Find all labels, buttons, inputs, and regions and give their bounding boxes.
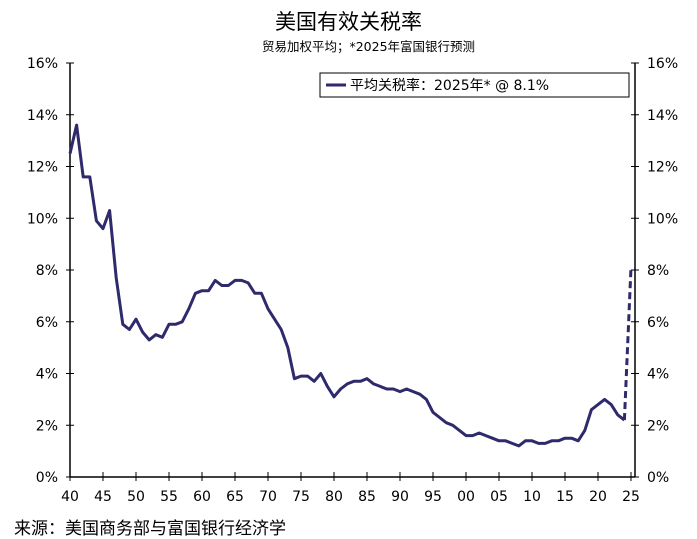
y-tick-label-left: 14%	[27, 108, 58, 124]
y-tick-label-left: 10%	[27, 211, 58, 227]
y-tick-label-left: 6%	[36, 315, 58, 331]
x-tick-label: 20	[589, 489, 607, 505]
y-tick-label-left: 2%	[36, 418, 58, 434]
y-tick-label-left: 8%	[36, 263, 58, 279]
y-tick-label-right: 6%	[647, 315, 669, 331]
x-tick-label: 70	[259, 489, 277, 505]
x-tick-label: 90	[391, 489, 409, 505]
y-tick-label-right: 14%	[647, 108, 678, 124]
x-tick-label: 50	[127, 489, 145, 505]
x-tick-label: 55	[160, 489, 178, 505]
legend-label: 平均关税率：2025年* @ 8.1%	[350, 77, 549, 94]
y-tick-label-right: 2%	[647, 418, 669, 434]
x-tick-label: 45	[94, 489, 112, 505]
x-tick-label: 15	[556, 489, 574, 505]
y-tick-label-left: 0%	[36, 470, 58, 486]
x-tick-label: 95	[424, 489, 442, 505]
y-tick-label-left: 4%	[36, 367, 58, 383]
x-tick-label: 85	[358, 489, 376, 505]
x-tick-label: 00	[457, 489, 475, 505]
x-tick-label: 60	[193, 489, 211, 505]
y-tick-label-right: 12%	[647, 160, 678, 176]
y-tick-label-left: 12%	[27, 160, 58, 176]
y-tick-label-right: 8%	[647, 263, 669, 279]
source-note: 来源：美国商务部与富国银行经济学	[14, 514, 286, 539]
y-tick-label-right: 4%	[647, 367, 669, 383]
y-tick-label-right: 0%	[647, 470, 669, 486]
x-tick-label: 65	[226, 489, 244, 505]
x-tick-label: 25	[622, 489, 640, 505]
x-tick-label: 10	[523, 489, 541, 505]
y-tick-label-right: 16%	[647, 56, 678, 72]
x-tick-label: 05	[490, 489, 508, 505]
y-tick-label-right: 10%	[647, 211, 678, 227]
y-tick-label-left: 16%	[27, 56, 58, 72]
x-tick-label: 40	[61, 489, 79, 505]
forecast-line	[624, 267, 631, 420]
x-tick-label: 80	[325, 489, 343, 505]
tariff-rate-line	[70, 125, 624, 446]
x-tick-label: 75	[292, 489, 310, 505]
